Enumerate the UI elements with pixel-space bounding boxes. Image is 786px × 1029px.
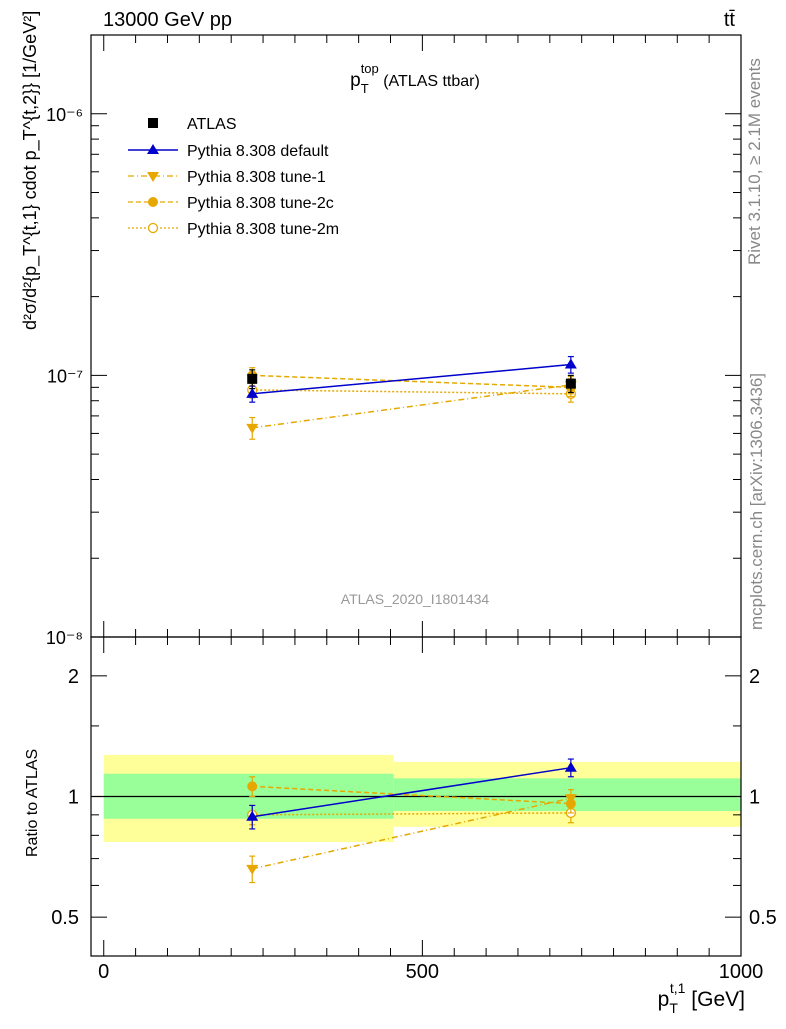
- ratio-point: [247, 781, 258, 792]
- legend-entry-tune-2m: Pythia 8.308 tune-2m: [128, 221, 339, 238]
- legend-entry-atlas: ATLAS: [148, 116, 237, 133]
- legend-label: Pythia 8.308 tune-1: [187, 169, 326, 186]
- x-tick-label: 1000: [719, 961, 764, 983]
- legend-marker-square: [148, 118, 158, 128]
- ratio-y-tick-label: 2: [68, 666, 79, 688]
- legend: ATLAS Pythia 8.308 default Pythia 8.308 …: [128, 116, 339, 238]
- analysis-watermark: ATLAS_2020_I1801434: [341, 591, 490, 607]
- main-series: [246, 355, 577, 403]
- ratio-line: [252, 785, 571, 805]
- legend-label: Pythia 8.308 default: [187, 143, 329, 160]
- legend-entry-default: Pythia 8.308 default: [128, 143, 329, 160]
- header-left: 13000 GeV pp: [103, 9, 232, 31]
- main-ylabel: d²σ/d²{p_T^{t,1} cdot p_T^{t,2}} [1/GeV²…: [20, 11, 41, 330]
- legend-marker-triangle-up: [147, 144, 159, 154]
- main-line: [252, 374, 571, 389]
- ratio-y-tick-label-right: 2: [749, 666, 760, 688]
- rivet-label: Rivet 3.1.10, ≥ 2.1M events: [745, 58, 764, 265]
- ratio-point: [246, 864, 259, 875]
- ratio-line: [252, 812, 571, 816]
- main-series: [247, 369, 576, 394]
- main-series-layer: [246, 355, 577, 440]
- ratio-series: [246, 758, 577, 830]
- main-line: [252, 363, 571, 395]
- legend-entry-tune-1: Pythia 8.308 tune-1: [128, 169, 326, 186]
- ratio-series: [246, 789, 577, 884]
- main-line: [252, 389, 571, 395]
- ratio-y-tick-label-right: 1: [749, 787, 760, 809]
- legend-marker-triangle-down: [147, 172, 159, 182]
- main-point: [246, 387, 259, 398]
- main-title: pTtop (ATLAS ttbar): [350, 61, 480, 96]
- ratio-series: [247, 776, 576, 814]
- legend-entry-tune-2c: Pythia 8.308 tune-2c: [128, 195, 334, 212]
- legend-label: Pythia 8.308 tune-2m: [187, 221, 339, 238]
- legend-label: ATLAS: [187, 116, 237, 133]
- ratio-point: [564, 761, 577, 772]
- legend-marker-circle: [148, 197, 158, 207]
- main-point: [247, 373, 258, 384]
- main-point: [246, 423, 259, 434]
- x-tick-label: 500: [406, 961, 439, 983]
- x-tick-label: 0: [98, 961, 109, 983]
- axes: 10⁻⁸ 10⁻⁷ 10⁻⁶ 0.5 0.5 1 1 2 2 0 500 1000: [46, 34, 777, 983]
- ratio-uncertainty-bands: [103, 754, 741, 842]
- ratio-y-tick-label: 1: [68, 787, 79, 809]
- ratio-point: [564, 794, 577, 805]
- main-y-tick-label: 10⁻⁷: [47, 366, 83, 386]
- main-y-tick-label: 10⁻⁸: [46, 628, 83, 648]
- ratio-series-layer: [246, 758, 577, 884]
- main-y-tick-label: 10⁻⁶: [46, 105, 83, 125]
- ratio-line: [252, 766, 571, 818]
- ratio-y-tick-label: 0.5: [51, 907, 79, 929]
- legend-marker-circle-open: [147, 222, 159, 234]
- ratio-line: [252, 797, 572, 870]
- main-point: [565, 378, 576, 389]
- main-line: [252, 384, 571, 429]
- x-axis-label: pTt,1 [GeV]: [658, 980, 745, 1016]
- ratio-point: [246, 810, 259, 821]
- main-point: [564, 358, 577, 369]
- header-right: tt̄: [724, 9, 736, 31]
- mcplots-label: mcplots.cern.ch [arXiv:1306.3436]: [747, 373, 766, 630]
- legend-label: Pythia 8.308 tune-2c: [187, 195, 334, 212]
- main-series: [247, 367, 576, 398]
- ratio-ylabel: Ratio to ATLAS: [24, 749, 41, 857]
- ratio-y-tick-label-right: 0.5: [749, 907, 777, 929]
